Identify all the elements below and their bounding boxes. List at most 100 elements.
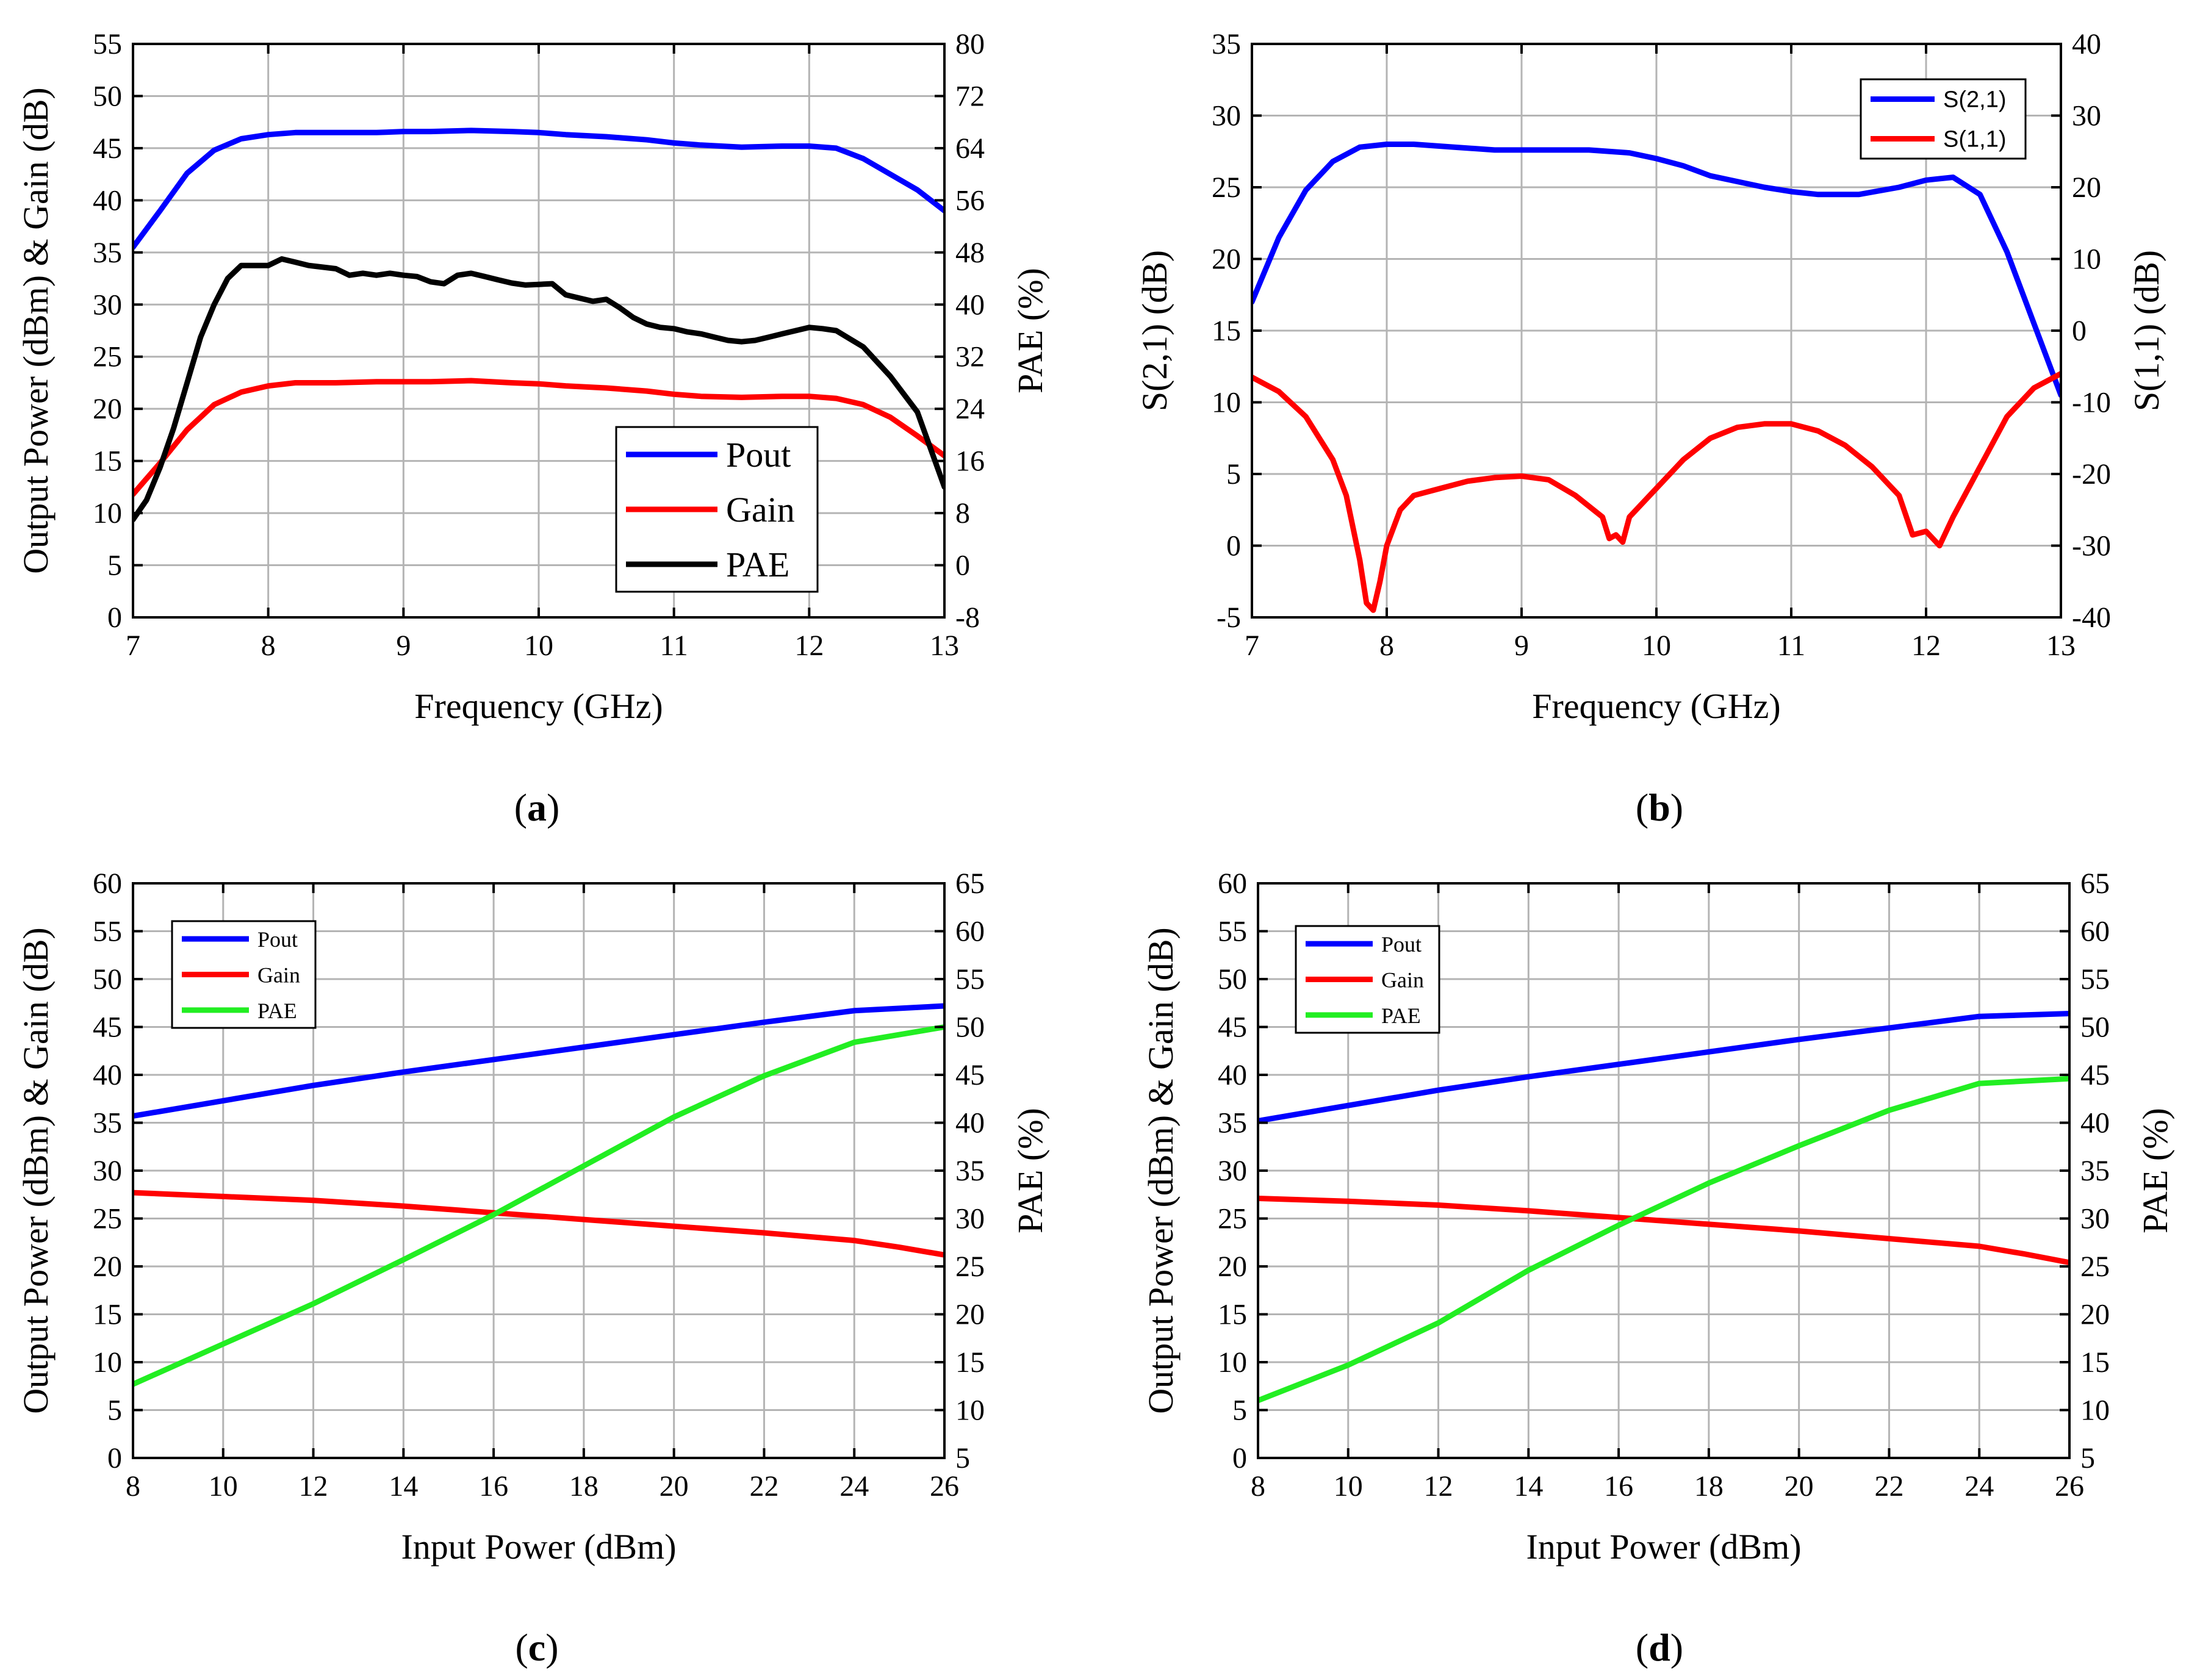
ticks: 7 8 9 10 11 12 13 -5 0 5 10 15 20 25 30 35 -40 -30 -20 -10 0… <box>1212 28 2111 662</box>
y-left-axis-title: Output Power (dBm) & Gain (dB) <box>1141 927 1181 1413</box>
panel-label-close: ) <box>1670 786 1683 829</box>
chart-panel-b: 7 8 9 10 11 12 13 -5 0 5 10 15 20 25 30 35 -40 -30 -20 -10 0… <box>1135 28 2166 829</box>
x-tick-label: 9 <box>1514 630 1529 662</box>
x-tick-label: 10 <box>1642 630 1671 662</box>
x-tick-label: 8 <box>1379 630 1394 662</box>
series-line-s-1-1- <box>1252 371 2061 613</box>
y-left-tick-label: 35 <box>93 237 122 269</box>
series-group <box>1258 1011 2069 1404</box>
panel-label: (c) <box>515 1626 558 1669</box>
y-left-tick-label: 10 <box>1218 1346 1247 1379</box>
y-left-tick-label: 15 <box>1212 315 1241 347</box>
y-left-tick-label: 5 <box>1232 1395 1247 1427</box>
y-right-tick-label: -8 <box>955 601 980 634</box>
panel-label: (d) <box>1636 1626 1683 1669</box>
y-right-tick-label: 0 <box>2072 315 2087 347</box>
legend-label: Pout <box>1381 932 1422 957</box>
y-left-tick-label: 30 <box>93 289 122 321</box>
x-tick-label: 13 <box>930 630 959 662</box>
y-right-tick-label: 10 <box>955 1395 985 1427</box>
legend: S(2,1) S(1,1) <box>1860 78 2027 160</box>
series-line-gain <box>1258 1196 2069 1266</box>
y-right-tick-label: 65 <box>2080 867 2110 900</box>
series-line-pout <box>133 127 944 250</box>
y-right-tick-label: 16 <box>955 445 985 478</box>
y-left-tick-label: 40 <box>93 1059 122 1091</box>
legend-label: PAE <box>726 545 789 584</box>
y-left-tick-label: 5 <box>107 550 122 582</box>
x-tick-label: 26 <box>930 1470 959 1502</box>
chart-panel-d: 8 10 12 14 16 18 20 22 24 26 0 5 10 15 20 25 30 35 40 45 50 5… <box>1141 867 2175 1669</box>
series-line-pout <box>133 1003 944 1119</box>
panel-label-open: ( <box>515 1626 528 1669</box>
y-right-tick-label: 32 <box>955 341 985 373</box>
y-left-tick-label: 40 <box>1218 1059 1247 1091</box>
x-tick-label: 20 <box>660 1470 689 1502</box>
panel-label-letter: d <box>1648 1626 1670 1669</box>
legend-label: Pout <box>257 927 298 952</box>
y-left-tick-label: 20 <box>93 1251 122 1283</box>
y-left-tick-label: 35 <box>1212 28 1241 60</box>
y-right-tick-label: 20 <box>955 1299 985 1331</box>
legend-label: S(2,1) <box>1943 87 2006 113</box>
y-right-tick-label: 50 <box>955 1011 985 1044</box>
y-left-tick-label: 40 <box>93 184 122 217</box>
x-tick-label: 10 <box>1334 1470 1363 1502</box>
y-left-tick-label: 10 <box>93 497 122 529</box>
x-tick-label: 14 <box>1514 1470 1543 1502</box>
legend-box <box>1860 78 2027 160</box>
y-left-tick-label: 0 <box>1232 1442 1247 1474</box>
y-left-tick-label: 50 <box>93 80 122 112</box>
y-right-axis-title: S(1,1) (dB) <box>2127 250 2166 411</box>
y-left-tick-label: -5 <box>1217 601 1241 634</box>
y-right-tick-label: 15 <box>2080 1346 2110 1379</box>
y-right-tick-label: 40 <box>955 1107 985 1140</box>
legend: Pout Gain PAE <box>1295 925 1440 1034</box>
y-right-tick-label: 56 <box>955 184 985 217</box>
y-right-tick-label: 8 <box>955 497 970 529</box>
y-right-tick-label: 40 <box>2072 28 2101 60</box>
y-right-tick-label: 40 <box>955 289 985 321</box>
x-tick-label: 16 <box>479 1470 508 1502</box>
panel-label-letter: c <box>528 1626 545 1669</box>
y-left-tick-label: 55 <box>93 28 122 60</box>
series-line-gain <box>133 378 944 497</box>
y-right-tick-label: 10 <box>2072 243 2101 276</box>
y-right-axis-title: PAE (%) <box>1010 268 1050 393</box>
y-left-tick-label: 30 <box>93 1155 122 1187</box>
y-left-tick-label: 10 <box>1212 387 1241 419</box>
y-left-tick-label: 0 <box>107 1442 122 1474</box>
y-left-tick-label: 25 <box>93 1203 122 1235</box>
y-right-tick-label: 55 <box>2080 963 2110 996</box>
y-right-tick-label: 25 <box>955 1251 985 1283</box>
legend-label: Gain <box>1381 968 1424 993</box>
panel-label: (b) <box>1636 786 1683 829</box>
y-right-axis-title: PAE (%) <box>1010 1108 1050 1233</box>
legend-label: Pout <box>726 435 791 475</box>
y-right-tick-label: 5 <box>2080 1442 2095 1474</box>
series-line-pae <box>133 1024 944 1387</box>
x-tick-label: 20 <box>1785 1470 1814 1502</box>
y-left-tick-label: 30 <box>1212 100 1241 132</box>
legend-label: S(1,1) <box>1943 127 2006 153</box>
x-tick-label: 26 <box>2055 1470 2084 1502</box>
y-right-tick-label: 65 <box>955 867 985 900</box>
y-left-tick-label: 55 <box>1218 916 1247 948</box>
x-tick-label: 10 <box>524 630 553 662</box>
y-left-tick-label: 35 <box>1218 1107 1247 1140</box>
y-left-tick-label: 25 <box>1212 171 1241 204</box>
x-tick-label: 12 <box>1424 1470 1453 1502</box>
x-tick-label: 24 <box>1965 1470 1994 1502</box>
x-axis-title: Frequency (GHz) <box>1532 686 1780 726</box>
y-left-axis-title: Output Power (dBm) & Gain (dB) <box>16 927 56 1413</box>
series-line-pae <box>1258 1075 2069 1404</box>
panel-label-close: ) <box>545 1626 558 1669</box>
y-right-tick-label: 64 <box>955 132 985 165</box>
y-right-tick-label: 30 <box>2072 100 2101 132</box>
y-left-tick-label: 0 <box>1226 530 1241 562</box>
x-tick-label: 12 <box>1911 630 1941 662</box>
y-right-tick-label: 55 <box>955 963 985 996</box>
x-tick-label: 18 <box>1694 1470 1724 1502</box>
y-right-tick-label: -30 <box>2072 530 2111 562</box>
y-left-tick-label: 20 <box>93 393 122 425</box>
